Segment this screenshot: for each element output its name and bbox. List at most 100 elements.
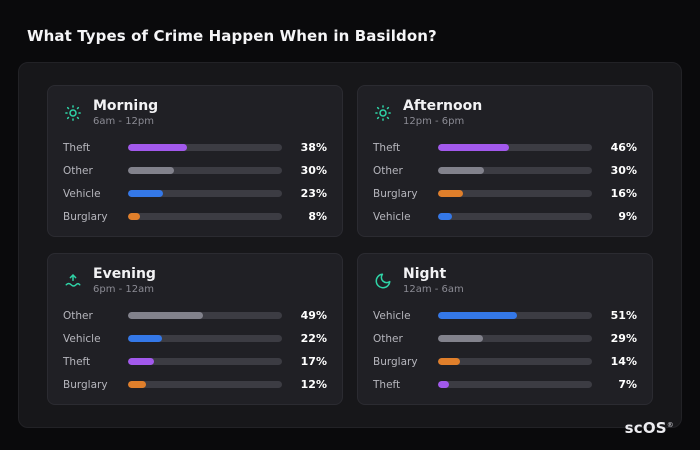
crime-percent: 16%	[610, 187, 637, 201]
bar-track	[128, 190, 282, 198]
crime-percent: 22%	[300, 332, 327, 346]
crime-row: Theft 46%	[373, 141, 637, 154]
bar-track	[128, 381, 282, 389]
card-header-text: Evening 6pm - 12am	[93, 266, 156, 296]
crime-label: Vehicle	[373, 210, 411, 223]
crime-row: Vehicle 9%	[373, 210, 637, 223]
crime-rows: Theft 46% Other 30% Burglary 16% Vehicle 9%	[373, 141, 637, 223]
crime-percent: 29%	[610, 332, 637, 346]
crime-label: Burglary	[373, 187, 418, 200]
bar-fill	[128, 144, 187, 152]
crime-label: Burglary	[63, 210, 108, 223]
moon-icon	[373, 271, 393, 291]
crime-row: Burglary 14%	[373, 355, 637, 368]
crime-percent: 17%	[300, 355, 327, 369]
crime-row: Theft 17%	[63, 355, 327, 368]
time-period-card-afternoon: Afternoon 12pm - 6pm Theft 46% Other 30% Bur…	[357, 85, 653, 237]
crime-row: Vehicle 22%	[63, 332, 327, 345]
crime-label: Theft	[373, 141, 401, 154]
card-header-text: Afternoon 12pm - 6pm	[403, 98, 483, 128]
card-header: Morning 6am - 12pm	[63, 98, 327, 128]
bar-fill	[128, 213, 141, 221]
card-header: Night 12am - 6am	[373, 266, 637, 296]
time-period-card-morning: Morning 6am - 12pm Theft 38% Other 30% Vehic…	[47, 85, 343, 237]
bar-fill	[128, 167, 175, 175]
crime-percent: 38%	[300, 141, 327, 155]
scos-logo-text: scOS	[624, 419, 667, 437]
crime-row: Vehicle 51%	[373, 309, 637, 322]
card-header: Evening 6pm - 12am	[63, 266, 327, 296]
cards-grid: Morning 6am - 12pm Theft 38% Other 30% Vehic…	[19, 63, 681, 427]
bar-track	[438, 213, 592, 221]
crime-percent: 46%	[610, 141, 637, 155]
bar-fill	[128, 335, 162, 343]
card-subtitle: 6am - 12pm	[93, 116, 155, 128]
bar-track	[128, 358, 282, 366]
crime-percent: 49%	[300, 309, 327, 323]
crime-percent: 7%	[618, 378, 637, 392]
bar-track	[438, 358, 592, 366]
bar-track	[438, 381, 592, 389]
sun-icon	[63, 103, 83, 123]
crime-label: Other	[63, 164, 93, 177]
crime-row: Other 29%	[373, 332, 637, 345]
crime-label: Theft	[373, 378, 401, 391]
crime-label: Other	[63, 309, 93, 322]
card-subtitle: 12pm - 6pm	[403, 116, 465, 128]
crime-row: Burglary 16%	[373, 187, 637, 200]
bar-track	[128, 167, 282, 175]
bar-fill	[128, 358, 155, 366]
card-header-text: Morning 6am - 12pm	[93, 98, 159, 128]
card-subtitle: 6pm - 12am	[93, 284, 155, 296]
bar-track	[438, 144, 592, 152]
crime-rows: Vehicle 51% Other 29% Burglary 14% Theft 7%	[373, 309, 637, 391]
crime-row: Theft 7%	[373, 378, 637, 391]
crime-label: Burglary	[63, 378, 108, 391]
crime-percent: 30%	[300, 164, 327, 178]
sun-icon	[373, 103, 393, 123]
crime-row: Other 30%	[63, 164, 327, 177]
crime-row: Burglary 12%	[63, 378, 327, 391]
crime-rows: Other 49% Vehicle 22% Theft 17% Burglary 12%	[63, 309, 327, 391]
bar-track	[128, 144, 282, 152]
bar-fill	[438, 167, 485, 175]
time-period-card-night: Night 12am - 6am Vehicle 51% Other 29% Burgl…	[357, 253, 653, 405]
crime-label: Vehicle	[63, 332, 101, 345]
bar-track	[128, 312, 282, 320]
crime-percent: 14%	[610, 355, 637, 369]
crime-label: Theft	[63, 355, 91, 368]
bar-fill	[128, 312, 204, 320]
page-title: What Types of Crime Happen When in Basil…	[27, 27, 437, 45]
crime-row: Theft 38%	[63, 141, 327, 154]
crime-rows: Theft 38% Other 30% Vehicle 23% Burglary 8%	[63, 141, 327, 223]
bar-fill	[438, 381, 449, 389]
bar-track	[128, 335, 282, 343]
card-subtitle: 12am - 6am	[403, 284, 464, 296]
bar-fill	[128, 190, 164, 198]
crime-label: Vehicle	[63, 187, 101, 200]
bar-track	[438, 190, 592, 198]
bar-fill	[438, 213, 452, 221]
card-header: Afternoon 12pm - 6pm	[373, 98, 637, 128]
bar-fill	[438, 190, 463, 198]
card-title: Evening	[93, 266, 156, 282]
bar-track	[128, 213, 282, 221]
crime-label: Other	[373, 164, 403, 177]
crime-row: Other 30%	[373, 164, 637, 177]
crime-percent: 12%	[300, 378, 327, 392]
time-period-card-evening: Evening 6pm - 12am Other 49% Vehicle 22% The…	[47, 253, 343, 405]
bar-fill	[438, 335, 483, 343]
crime-percent: 30%	[610, 164, 637, 178]
crime-label: Other	[373, 332, 403, 345]
crime-label: Theft	[63, 141, 91, 154]
bar-fill	[438, 358, 460, 366]
card-title: Afternoon	[403, 98, 483, 114]
bar-fill	[438, 144, 509, 152]
crime-row: Burglary 8%	[63, 210, 327, 223]
sunset-icon	[63, 271, 83, 291]
card-title: Morning	[93, 98, 159, 114]
bar-fill	[128, 381, 147, 389]
crime-percent: 8%	[308, 210, 327, 224]
scos-logo-mark: ®	[666, 421, 674, 429]
dashboard-panel: Morning 6am - 12pm Theft 38% Other 30% Vehic…	[18, 62, 682, 428]
